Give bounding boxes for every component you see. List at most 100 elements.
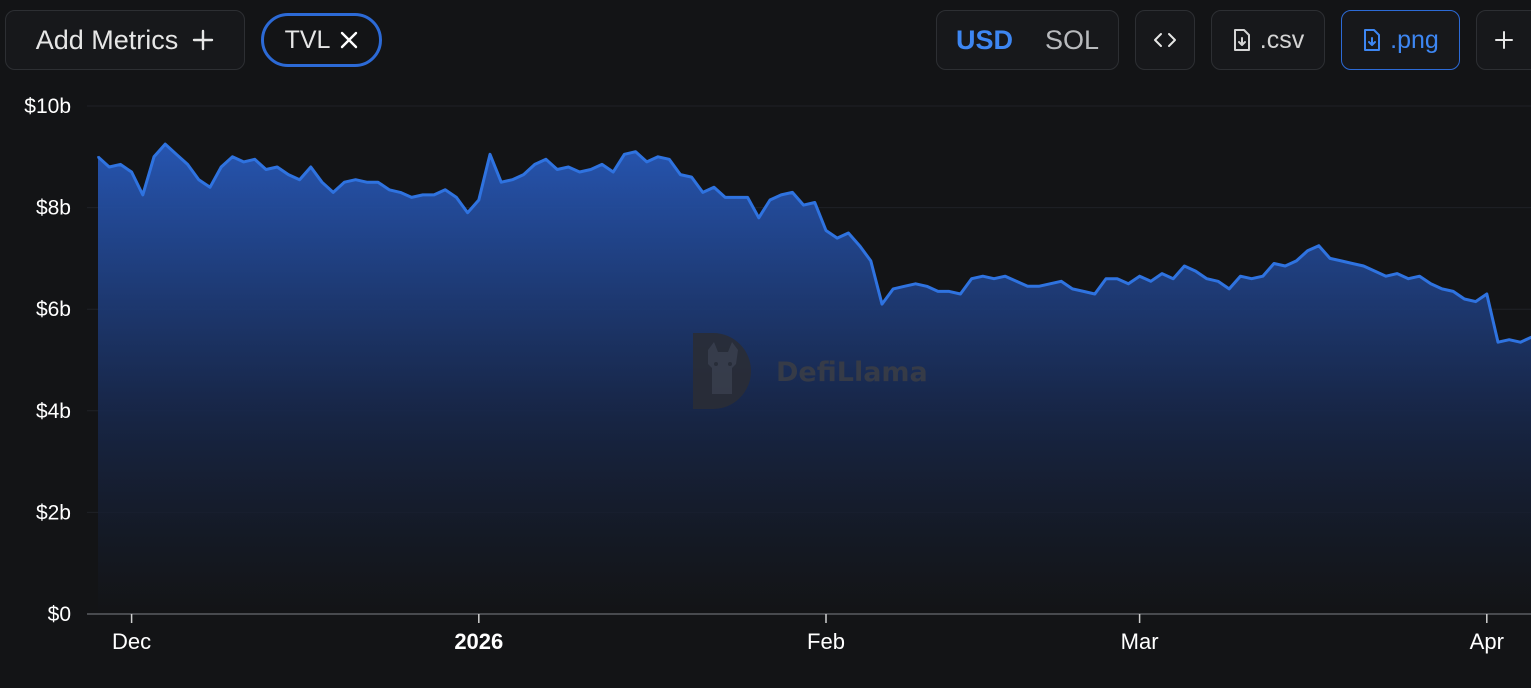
csv-label: .csv (1259, 25, 1305, 54)
data-point (119, 163, 122, 166)
data-point (164, 143, 166, 145)
data-point (220, 166, 222, 168)
data-point (1441, 288, 1443, 290)
data-point (1497, 341, 1499, 344)
currency-sol-option[interactable]: SOL (1044, 24, 1100, 55)
data-point (1362, 265, 1365, 267)
data-point (679, 173, 682, 176)
data-point (1463, 298, 1466, 300)
y-axis: $0 $2b $4b $6b $8b $10b (24, 95, 71, 626)
data-point (1340, 260, 1342, 262)
data-point (791, 191, 794, 194)
data-point (982, 275, 984, 278)
data-point (567, 166, 570, 168)
data-point (870, 260, 872, 262)
data-point (657, 156, 659, 158)
data-point (1183, 265, 1186, 267)
data-point (1351, 262, 1354, 265)
data-point (1452, 290, 1454, 293)
data-point (1026, 285, 1029, 288)
data-point (366, 181, 368, 183)
x-tick-label: Apr (1470, 629, 1504, 654)
data-point (825, 229, 827, 232)
data-point (1015, 280, 1018, 283)
data-point (1217, 280, 1219, 283)
data-point (1329, 257, 1331, 260)
more-button[interactable] (1476, 10, 1531, 70)
data-point (511, 178, 514, 181)
data-point (1138, 275, 1141, 278)
data-point (276, 166, 279, 168)
data-point (422, 194, 424, 196)
data-point (847, 232, 850, 234)
data-point (948, 290, 950, 293)
data-point (1430, 283, 1432, 285)
data-point (444, 189, 447, 191)
data-point (1262, 275, 1264, 278)
y-tick-label: $4b (36, 400, 71, 423)
data-point (1396, 272, 1398, 275)
data-points (97, 143, 1531, 344)
data-point (1082, 290, 1085, 293)
data-point (231, 156, 234, 158)
data-point (500, 181, 503, 183)
data-point (1161, 272, 1163, 275)
data-point (702, 191, 704, 194)
close-icon[interactable] (340, 31, 358, 49)
metric-chip-label: TVL (284, 25, 331, 54)
data-point (410, 196, 413, 199)
y-tick-label: $0 (48, 603, 71, 626)
add-metrics-button[interactable]: Add Metrics (5, 10, 245, 70)
data-point (590, 168, 592, 171)
data-point (858, 244, 861, 247)
currency-toggle[interactable]: USD SOL (936, 10, 1119, 70)
data-point (142, 194, 144, 196)
x-tick-label: Feb (807, 629, 845, 654)
data-point (310, 166, 312, 168)
data-point (354, 178, 357, 181)
data-point (1116, 277, 1118, 280)
data-point (388, 189, 391, 191)
data-point (1418, 275, 1421, 278)
data-point (298, 178, 301, 181)
data-point (623, 153, 626, 156)
file-download-icon (1362, 28, 1382, 52)
x-tick-label: Mar (1121, 629, 1159, 654)
data-point (1004, 275, 1006, 278)
data-point (1071, 288, 1074, 290)
data-point (601, 163, 603, 166)
plus-icon (1494, 30, 1514, 50)
code-icon (1153, 31, 1177, 49)
data-point (713, 186, 715, 189)
download-png-button[interactable]: .png (1341, 10, 1460, 70)
data-point (1206, 277, 1208, 280)
data-point (1295, 260, 1298, 262)
data-point (153, 156, 155, 158)
data-point (1228, 288, 1230, 290)
data-point (343, 181, 346, 183)
data-point (332, 191, 335, 194)
data-point (780, 194, 782, 196)
data-point (186, 163, 189, 166)
y-tick-label: $2b (36, 501, 71, 524)
data-point (724, 196, 726, 199)
data-point (836, 237, 838, 239)
add-metrics-label: Add Metrics (35, 24, 179, 55)
data-point (108, 166, 110, 168)
download-csv-button[interactable]: .csv (1211, 10, 1325, 70)
data-point (769, 199, 771, 201)
data-point (265, 168, 267, 171)
data-point (1486, 293, 1488, 295)
data-point (1038, 285, 1040, 288)
currency-usd-option[interactable]: USD (955, 24, 1013, 55)
data-point (746, 196, 749, 199)
metric-chip-tvl[interactable]: TVL (261, 13, 382, 67)
data-point (1150, 280, 1152, 283)
embed-button[interactable] (1135, 10, 1195, 70)
data-point (522, 173, 525, 176)
data-point (399, 191, 402, 194)
data-point (881, 303, 883, 305)
data-point (1127, 283, 1130, 285)
data-point (1284, 265, 1286, 267)
data-point (1250, 277, 1253, 280)
